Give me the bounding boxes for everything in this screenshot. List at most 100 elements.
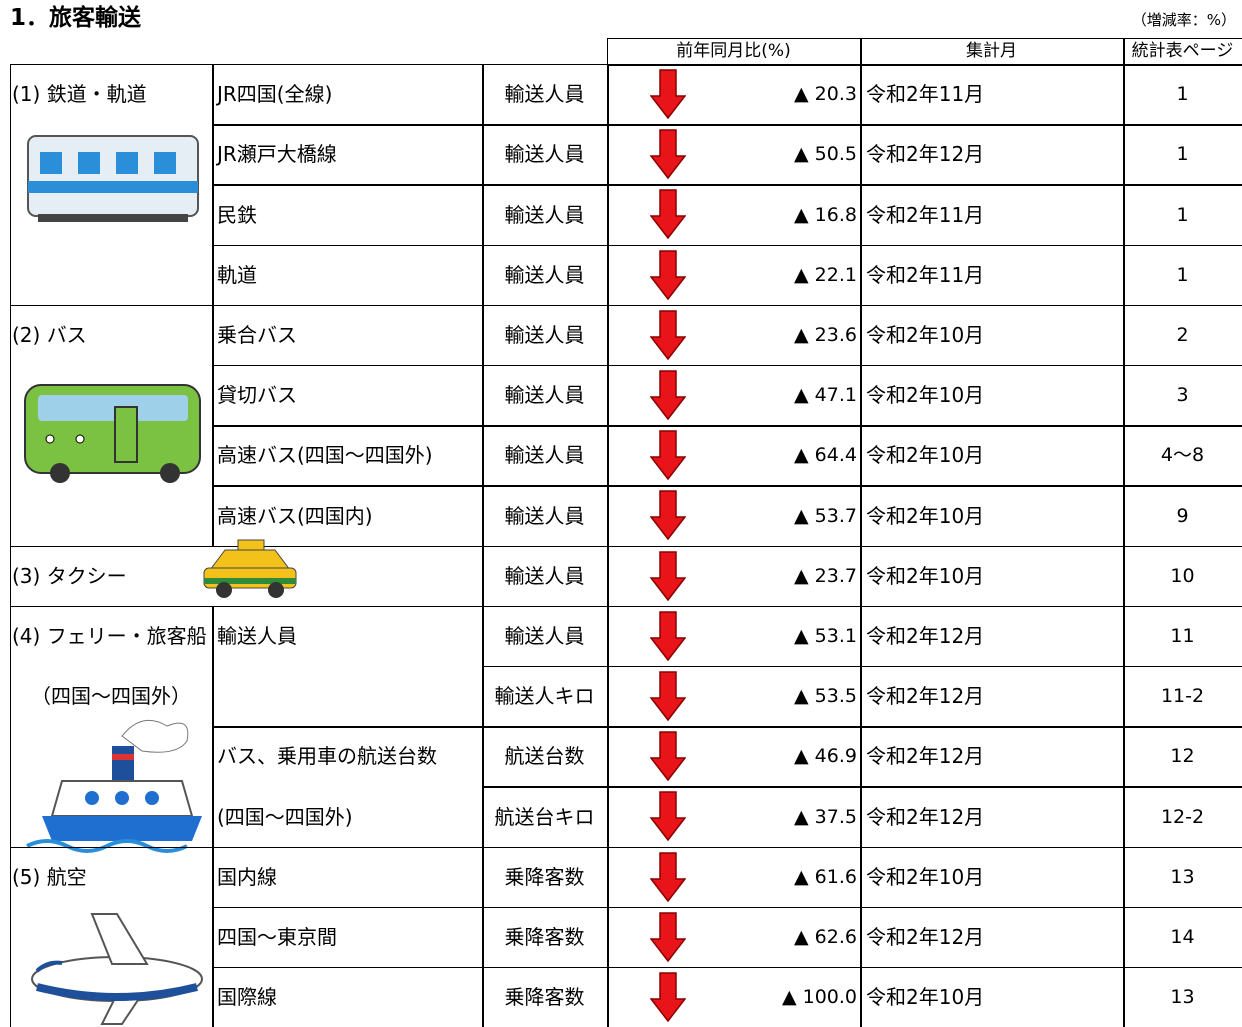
title: 1．旅客輸送 xyxy=(10,5,142,31)
change-value: ▲ 53.7 xyxy=(794,504,857,527)
metric: 輸送人員 xyxy=(504,82,585,107)
page-ref: 1 xyxy=(1176,83,1189,106)
month: 令和2年12月 xyxy=(866,804,985,829)
page-ref: 1 xyxy=(1176,143,1189,166)
item-label: JR瀬戸大橋線 xyxy=(217,142,337,167)
header-label: 集計月 xyxy=(966,41,1017,61)
icon xyxy=(200,538,300,606)
month: 令和2年11月 xyxy=(866,82,985,107)
metric: 輸送人員 xyxy=(504,443,585,468)
down-arrow xyxy=(649,249,687,305)
item-label: JR四国(全線) xyxy=(217,82,333,107)
page-ref: 3 xyxy=(1176,384,1189,407)
page-cell xyxy=(1123,967,1242,1027)
metric: 輸送人員 xyxy=(504,202,585,227)
group-cell xyxy=(10,846,214,1027)
month: 令和2年11月 xyxy=(866,262,985,287)
metric: 輸送人キロ xyxy=(494,684,595,709)
page-ref: 11 xyxy=(1170,624,1195,647)
month: 令和2年12月 xyxy=(866,142,985,167)
header-label: 前年同月比(%) xyxy=(676,41,791,61)
page-ref: 10 xyxy=(1170,564,1195,587)
down-arrow xyxy=(649,610,687,666)
change-value: ▲ 22.1 xyxy=(794,263,857,286)
month: 令和2年12月 xyxy=(866,924,985,949)
page-ref: 14 xyxy=(1170,925,1195,948)
month: 令和2年10月 xyxy=(866,503,985,528)
page-ref: 4～8 xyxy=(1160,444,1205,467)
down-arrow xyxy=(649,369,687,425)
metric-cell xyxy=(482,666,609,728)
item-cell xyxy=(212,64,484,126)
icon xyxy=(22,909,212,1027)
change-cell xyxy=(607,666,862,728)
month-cell xyxy=(860,365,1125,427)
metric: 輸送人員 xyxy=(504,142,585,167)
page-ref: 12 xyxy=(1170,745,1195,768)
month-cell xyxy=(860,967,1125,1027)
item-cell xyxy=(212,365,484,427)
down-arrow xyxy=(649,851,687,907)
metric: 輸送人員 xyxy=(504,383,585,408)
down-arrow xyxy=(649,730,687,786)
header-cell xyxy=(607,38,862,66)
change-value: ▲ 53.5 xyxy=(794,685,857,708)
down-arrow xyxy=(649,68,687,124)
month: 令和2年12月 xyxy=(866,684,985,709)
down-arrow xyxy=(649,429,687,485)
metric-cell xyxy=(482,365,609,427)
down-arrow xyxy=(649,188,687,244)
metric: 輸送人員 xyxy=(504,503,585,528)
page-cell xyxy=(1123,64,1242,126)
down-arrow xyxy=(649,790,687,846)
month: 令和2年10月 xyxy=(866,443,985,468)
down-arrow xyxy=(649,128,687,184)
change-value: ▲ 20.3 xyxy=(794,83,857,106)
page-ref: 13 xyxy=(1170,986,1195,1009)
change-value: ▲ 100.0 xyxy=(781,986,857,1009)
metric: 輸送人員 xyxy=(504,563,585,588)
month: 令和2年10月 xyxy=(866,322,985,347)
icon xyxy=(20,377,210,491)
metric: 輸送人員 xyxy=(504,322,585,347)
page-ref: 1 xyxy=(1176,203,1189,226)
item-note: (四国～四国外) xyxy=(217,804,353,829)
page-ref: 13 xyxy=(1170,865,1195,888)
metric: 乗降客数 xyxy=(504,985,585,1010)
month-cell xyxy=(860,64,1125,126)
group-label: (2) バス xyxy=(12,322,87,347)
down-arrow xyxy=(649,911,687,967)
metric-cell xyxy=(482,64,609,126)
change-value: ▲ 46.9 xyxy=(794,745,857,768)
icon xyxy=(18,126,208,230)
header-label: 統計表ページ xyxy=(1131,41,1234,61)
change-value: ▲ 16.8 xyxy=(794,203,857,226)
item-label: 国内線 xyxy=(217,864,277,889)
month: 令和2年10月 xyxy=(866,563,985,588)
page-ref: 2 xyxy=(1176,323,1189,346)
group-label: (3) タクシー xyxy=(12,563,127,588)
metric-cell xyxy=(482,967,609,1027)
item-label: 民鉄 xyxy=(217,202,257,227)
month: 令和2年11月 xyxy=(866,202,985,227)
page-ref: 11-2 xyxy=(1160,685,1205,708)
change-value: ▲ 50.5 xyxy=(794,143,857,166)
unit-note: （増減率：%） xyxy=(1131,11,1236,29)
item-label: バス、乗用車の航送台数 xyxy=(217,744,437,769)
metric: 乗降客数 xyxy=(504,864,585,889)
down-arrow xyxy=(649,550,687,606)
change-value: ▲ 61.6 xyxy=(794,865,857,888)
item-label: 乗合バス xyxy=(217,322,297,347)
change-value: ▲ 53.1 xyxy=(794,624,857,647)
group-label: (5) 航空 xyxy=(12,864,87,889)
metric: 航送台キロ xyxy=(494,804,595,829)
item-label: 高速バス(四国内) xyxy=(217,503,373,528)
change-value: ▲ 23.7 xyxy=(794,564,857,587)
change-value: ▲ 23.6 xyxy=(794,323,857,346)
month: 令和2年12月 xyxy=(866,744,985,769)
change-value: ▲ 64.4 xyxy=(794,444,857,467)
item-label: 輸送人員 xyxy=(217,623,297,648)
change-cell xyxy=(607,967,862,1027)
group-label: (4) フェリー・旅客船 xyxy=(12,623,207,648)
metric: 航送台数 xyxy=(504,744,585,769)
